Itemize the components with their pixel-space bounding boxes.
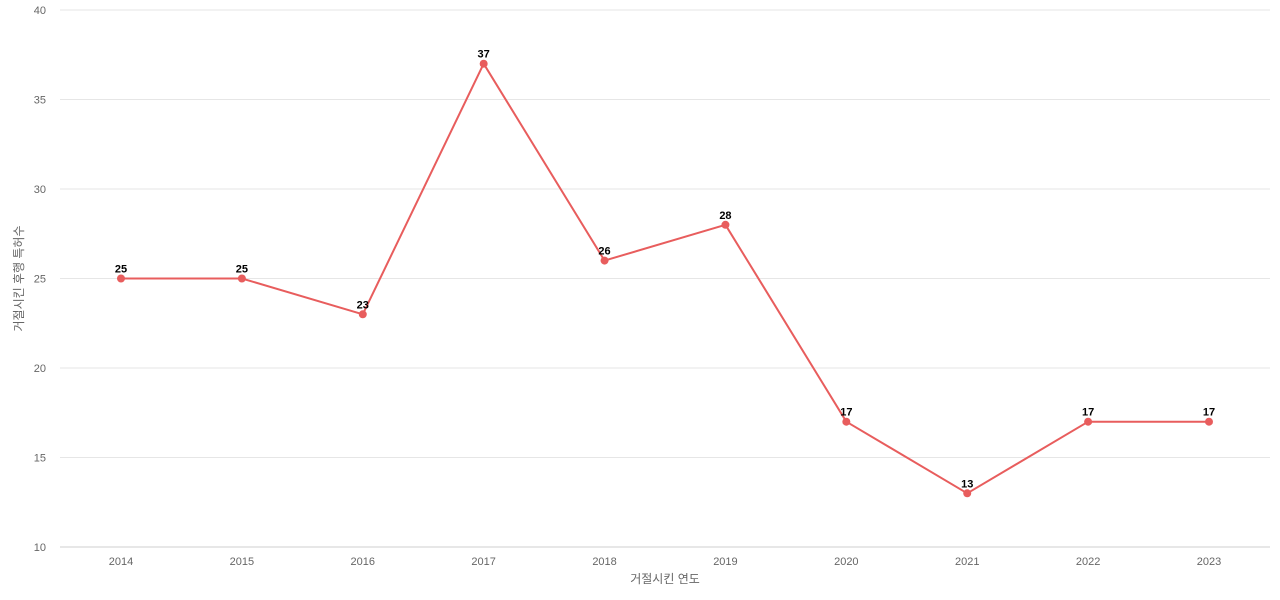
y-tick-label: 10 [34,542,46,554]
series-line [121,62,1209,495]
data-label-2015: 25 [236,264,248,276]
data-point-2017[interactable] [479,59,488,68]
data-point-2020[interactable] [842,417,851,426]
y-tick-label: 35 [34,95,46,107]
data-point-2023[interactable] [1205,417,1213,426]
y-tick-label: 40 [34,5,46,17]
data-point-2016[interactable] [358,310,367,319]
data-label-2018: 26 [598,246,610,258]
y-tick-label: 30 [34,184,46,196]
x-tick-label: 2018 [592,556,616,568]
data-points [117,59,1213,498]
series-line-group [121,62,1209,495]
data-point-2019[interactable] [721,220,730,229]
data-label-2023: 17 [1203,407,1215,419]
data-point-2014[interactable] [117,274,125,283]
data-point-2018[interactable] [600,256,609,265]
x-tick-label: 2020 [834,556,858,568]
data-label-2020: 17 [840,407,852,419]
y-tick-label: 15 [34,453,46,465]
data-label-2021: 13 [961,478,973,490]
x-tick-label: 2016 [351,556,375,568]
data-point-2022[interactable] [1084,417,1093,426]
x-axis-ticks: 2014 2015 2016 2017 2018 2019 2020 2021 2022 2023 [109,556,1221,568]
x-tick-label: 2014 [109,556,133,568]
data-label-2017: 37 [478,49,490,61]
data-labels: 25 25 23 37 26 28 17 13 17 17 [115,49,1215,491]
data-point-2021[interactable] [963,489,972,498]
x-axis-title: 거절시킨 연도 [630,572,700,586]
x-tick-label: 2021 [955,556,979,568]
x-tick-label: 2017 [471,556,495,568]
y-axis-ticks: 10 15 20 25 30 35 40 [34,5,46,554]
y-tick-label: 20 [34,363,46,375]
x-tick-label: 2015 [230,556,254,568]
data-label-2022: 17 [1082,407,1094,419]
y-axis-title: 거절시킨 후행 특허수 [11,225,26,331]
x-tick-label: 2019 [713,556,737,568]
data-label-2014: 25 [115,264,127,276]
data-point-2015[interactable] [237,274,246,283]
x-tick-label: 2022 [1076,556,1100,568]
data-label-2019: 28 [719,210,731,222]
x-tick-label: 2023 [1197,556,1221,568]
y-tick-label: 25 [34,274,46,286]
data-label-2016: 23 [357,299,369,311]
gridlines [60,9,1270,548]
